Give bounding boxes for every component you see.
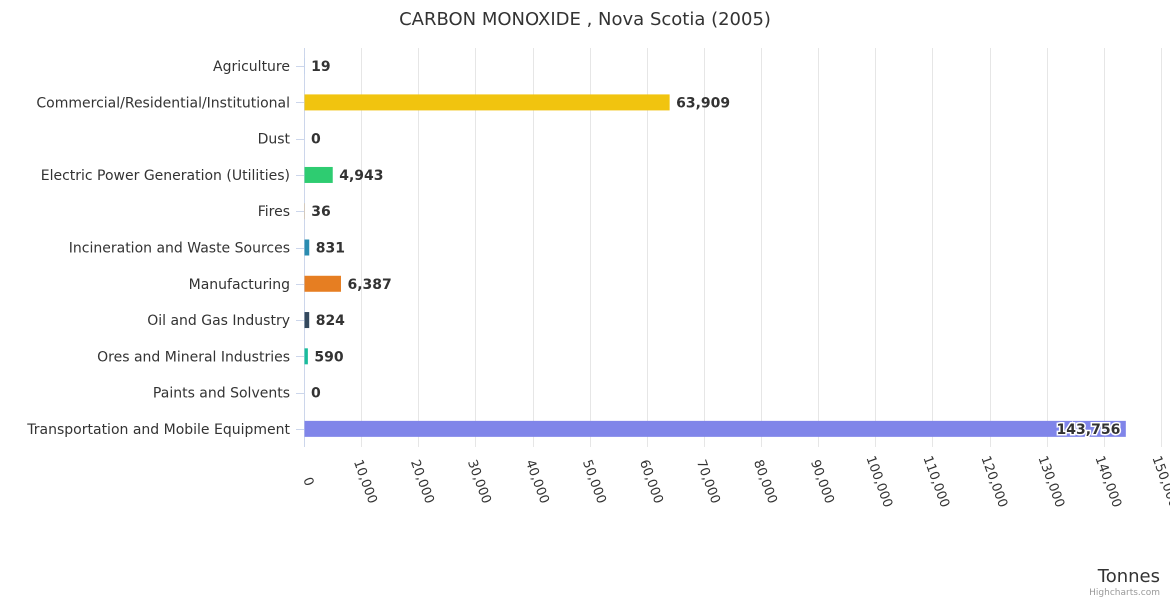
x-tick-label: 100,000	[863, 454, 895, 510]
data-label: 36	[311, 204, 330, 220]
bar[interactable]	[304, 166, 333, 183]
category-label: Paints and Solvents	[153, 386, 290, 402]
x-tick-label: 60,000	[636, 458, 666, 506]
category-label: Agriculture	[213, 59, 290, 75]
chart-title: CARBON MONOXIDE , Nova Scotia (2005)	[399, 9, 771, 30]
x-tick-label: 50,000	[579, 458, 609, 506]
bar[interactable]	[304, 275, 341, 292]
x-tick-label: 120,000	[978, 454, 1010, 510]
data-label: 143,756	[1057, 422, 1121, 438]
credits-link[interactable]: Highcharts.com	[1089, 588, 1160, 598]
x-tick-label: 140,000	[1092, 454, 1124, 510]
x-tick-label: 130,000	[1035, 454, 1067, 510]
data-label: 831	[316, 241, 345, 257]
bar[interactable]	[304, 348, 308, 365]
category-label: Commercial/Residential/Institutional	[36, 95, 290, 111]
x-tick-label: 80,000	[750, 458, 780, 506]
category-label: Electric Power Generation (Utilities)	[41, 168, 290, 184]
x-tick-label: 0	[299, 475, 316, 488]
category-label: Ores and Mineral Industries	[97, 349, 290, 365]
category-labels: Agriculture Commercial/Residential/Instit…	[26, 59, 290, 438]
category-label: Dust	[258, 132, 291, 148]
x-tick-label: 70,000	[693, 458, 723, 506]
data-label: 6,387	[347, 277, 391, 293]
x-tick-label: 40,000	[522, 458, 552, 506]
category-label: Transportation and Mobile Equipment	[26, 422, 290, 438]
data-labels: 19 63,909 0 4,943 36 831 6,387 824 590 0 143,756	[311, 59, 1122, 439]
data-label: 4,943	[339, 168, 383, 184]
category-label: Oil and Gas Industry	[147, 313, 290, 329]
bar[interactable]	[304, 312, 310, 329]
x-tick-label: 110,000	[920, 454, 952, 510]
x-tick-label: 90,000	[807, 458, 837, 506]
bar[interactable]	[304, 239, 310, 256]
category-label: Fires	[258, 204, 290, 220]
bar[interactable]	[304, 94, 670, 111]
x-tick-label: 20,000	[407, 458, 437, 506]
x-tick-label: 30,000	[464, 458, 494, 506]
x-tick-label: 150,000	[1149, 454, 1170, 510]
bar[interactable]	[304, 420, 1126, 437]
x-tick-label: 10,000	[350, 458, 380, 506]
category-label: Incineration and Waste Sources	[69, 241, 290, 257]
data-label: 824	[316, 313, 345, 329]
data-label: 0	[311, 386, 321, 402]
value-axis-title: Tonnes	[1097, 566, 1160, 587]
data-label: 63,909	[676, 95, 730, 111]
bars	[304, 58, 1126, 437]
data-label: 19	[311, 59, 330, 75]
data-label: 0	[311, 132, 321, 148]
category-label: Manufacturing	[189, 277, 290, 293]
data-label: 590	[314, 349, 343, 365]
value-axis-tick-labels: 0 10,000 20,000 30,000 40,000 50,000 60,000 70,…	[299, 454, 1170, 510]
